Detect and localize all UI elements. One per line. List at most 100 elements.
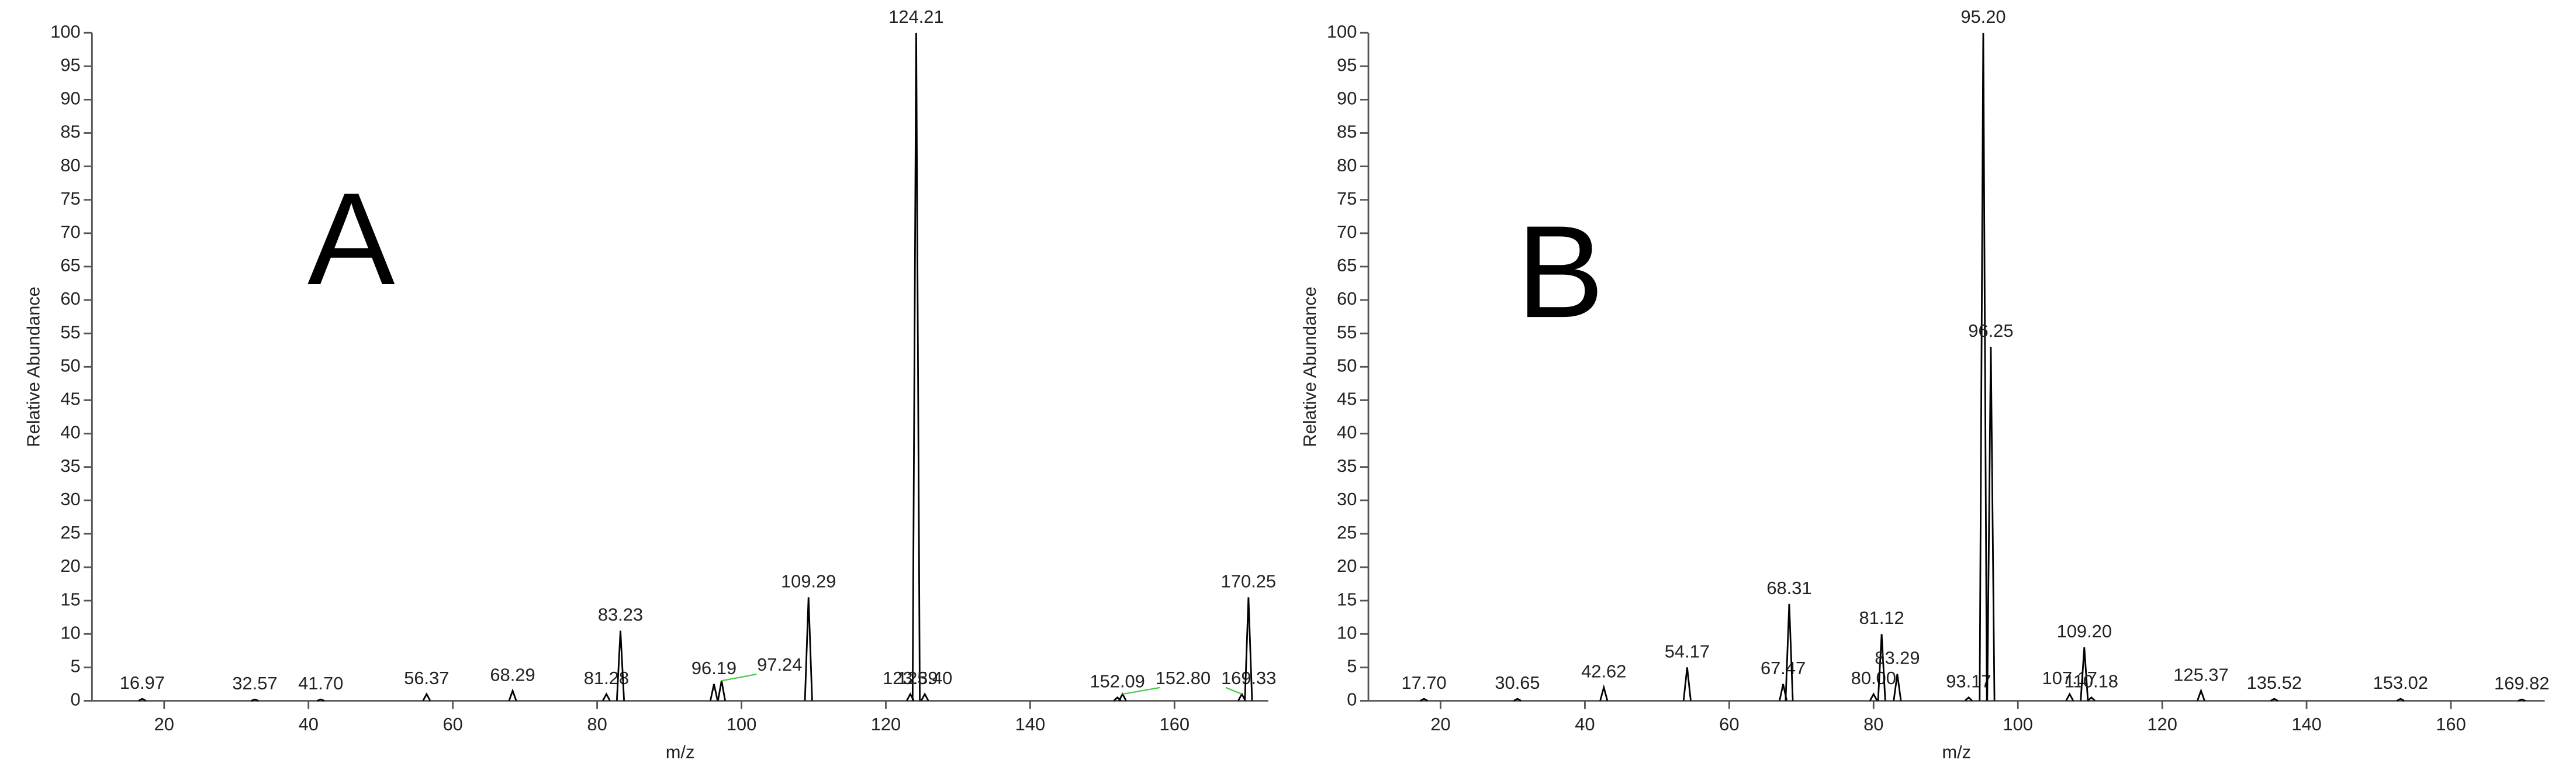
peak	[1118, 692, 1127, 702]
peak-label: 16.97	[120, 672, 165, 693]
y-tick-label: 30	[1337, 489, 1357, 509]
peak	[1893, 674, 1902, 701]
y-tick-label: 35	[1337, 455, 1357, 476]
peak	[616, 630, 625, 701]
peak-label: 56.37	[404, 668, 449, 688]
peak-label: 152.09	[1090, 671, 1144, 692]
peak	[2270, 698, 2278, 702]
y-tick-label: 95	[1337, 54, 1357, 75]
peak-label: 93.17	[1946, 671, 1991, 692]
x-axis-label: m/z	[666, 741, 695, 762]
peak-label: 110.18	[2065, 671, 2118, 692]
y-tick-label: 90	[1337, 88, 1357, 109]
x-tick-label: 100	[727, 714, 757, 734]
y-tick-label: 25	[1337, 522, 1357, 543]
x-tick-label: 20	[154, 714, 174, 734]
peak	[508, 688, 517, 701]
peak-label: 109.29	[781, 571, 836, 591]
peak-label: 81.28	[584, 668, 629, 688]
peak-label: 124.21	[888, 6, 943, 27]
label-leader	[721, 673, 757, 682]
x-tick-label: 80	[1863, 714, 1883, 734]
x-tick-label: 140	[2291, 714, 2322, 734]
peak-label: 107.17	[2042, 668, 2097, 688]
x-tick-label: 80	[587, 714, 607, 734]
peak-label: 83.23	[598, 604, 643, 624]
peak	[911, 33, 921, 701]
label-leader	[1225, 686, 1242, 695]
y-tick-label: 100	[50, 21, 80, 42]
x-tick-label: 120	[871, 714, 901, 734]
peak-label: 41.70	[298, 673, 343, 693]
peak-label: 125.40	[897, 668, 952, 688]
x-tick-label: 140	[1015, 714, 1046, 734]
peak-label: 153.02	[2373, 672, 2428, 693]
y-tick-label: 10	[1337, 622, 1357, 643]
peak	[317, 698, 325, 702]
peak-label: 125.37	[2173, 664, 2228, 685]
peak	[1986, 347, 1996, 701]
peak	[2196, 688, 2205, 701]
y-tick-label: 40	[60, 422, 80, 443]
peak	[1513, 698, 1522, 702]
peak-label: 32.57	[232, 673, 277, 693]
y-tick-label: 70	[60, 222, 80, 242]
peak	[804, 597, 813, 701]
peak-label: 96.25	[1968, 320, 2013, 341]
y-tick-label: 40	[1337, 422, 1357, 443]
peak-label: 17.70	[1401, 672, 1446, 693]
peak	[422, 692, 431, 702]
y-tick-label: 60	[1337, 288, 1357, 309]
y-tick-label: 65	[1337, 255, 1357, 275]
y-tick-label: 75	[1337, 188, 1357, 209]
y-tick-label: 20	[60, 555, 80, 576]
peak-label: 42.62	[1581, 661, 1626, 682]
panel-letter: B	[1517, 198, 1605, 345]
peak	[717, 680, 727, 701]
x-tick-label: 120	[2147, 714, 2177, 734]
y-tick-label: 25	[60, 522, 80, 543]
peak	[138, 698, 147, 702]
peak-label: 135.52	[2247, 672, 2302, 693]
y-axis-label: Relative Abundance	[23, 287, 43, 447]
peak-label: 97.24	[757, 654, 802, 675]
y-tick-label: 70	[1337, 222, 1357, 242]
y-tick-label: 15	[60, 589, 80, 609]
y-tick-label: 90	[60, 88, 80, 109]
peak-label: 68.31	[1766, 578, 1811, 598]
peak	[1244, 597, 1253, 701]
y-tick-label: 20	[1337, 555, 1357, 576]
y-tick-label: 35	[60, 455, 80, 476]
y-tick-label: 95	[60, 54, 80, 75]
x-axis-label: m/z	[1942, 741, 1971, 762]
peak-label: 96.19	[691, 658, 737, 678]
peak-label: 54.17	[1665, 641, 1710, 661]
panel-letter: A	[307, 165, 395, 312]
x-tick-label: 160	[1160, 714, 1190, 734]
y-tick-label: 50	[1337, 355, 1357, 375]
peak-label: 109.20	[2057, 621, 2112, 641]
y-tick-label: 5	[1347, 656, 1357, 677]
y-tick-label: 45	[1337, 389, 1357, 409]
x-tick-label: 160	[2436, 714, 2466, 734]
peak-label: 80.00	[1851, 668, 1896, 688]
y-tick-label: 5	[71, 656, 81, 677]
peak-label: 169.33	[1221, 668, 1276, 688]
peak-label: 152.80	[1156, 668, 1211, 688]
peak	[920, 692, 929, 702]
y-tick-label: 60	[60, 288, 80, 309]
y-tick-label: 30	[60, 489, 80, 509]
x-tick-label: 100	[2003, 714, 2033, 734]
y-axis-label: Relative Abundance	[1299, 287, 1320, 447]
peak-label: 83.29	[1875, 648, 1920, 668]
peak	[1599, 684, 1609, 701]
peak	[2087, 696, 2096, 702]
peak	[1682, 667, 1692, 701]
peak	[1869, 692, 1878, 702]
y-tick-label: 80	[1337, 155, 1357, 175]
peak-label: 30.65	[1495, 672, 1540, 693]
peak	[1964, 696, 1973, 702]
peak	[601, 692, 611, 702]
